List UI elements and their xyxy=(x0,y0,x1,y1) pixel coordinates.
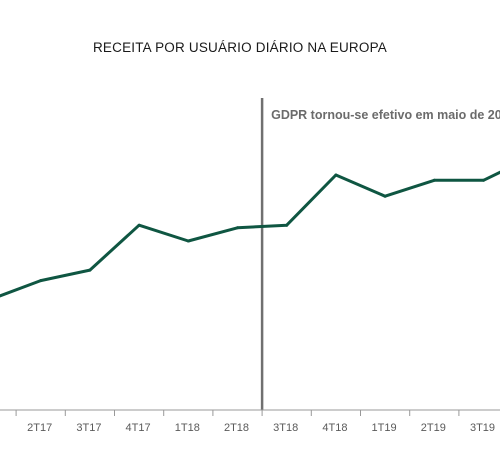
data-point-2T19 xyxy=(432,178,436,182)
chart-title: RECEITA POR USUÁRIO DIÁRIO NA EUROPA xyxy=(93,40,387,55)
data-point-4T17 xyxy=(137,223,141,227)
series-line xyxy=(0,170,500,298)
x-tick-label: 2T17 xyxy=(27,422,52,434)
gdpr-annotation: GDPR tornou-se efetivo em maio de 2018 xyxy=(271,108,500,122)
x-tick-label: 2T19 xyxy=(421,422,446,434)
data-point-2T17 xyxy=(39,279,43,283)
x-tick-label: 3T18 xyxy=(273,422,298,434)
x-tick-label: 3T17 xyxy=(76,422,101,434)
data-point-3T17 xyxy=(88,268,92,272)
x-tick-label: 3T19 xyxy=(470,422,495,434)
x-tick-label: 4T17 xyxy=(126,422,151,434)
data-point-1T18 xyxy=(186,239,190,243)
data-point-2T18 xyxy=(236,226,239,230)
data-point-4T18 xyxy=(334,173,338,177)
data-point-3T18 xyxy=(285,223,289,227)
x-tick-label: 2T18 xyxy=(224,422,249,434)
data-point-1T19 xyxy=(383,194,387,198)
data-point-3T19 xyxy=(482,178,485,182)
x-tick-label: 1T19 xyxy=(372,422,397,434)
x-tick-label: 1T18 xyxy=(175,422,200,434)
x-tick-labels: 72T173T174T171T182T183T184T181T192T193T1… xyxy=(15,410,495,434)
annotation-layer: GDPR tornou-se efetivo em maio de 2018 xyxy=(260,98,500,410)
series-layer xyxy=(0,170,500,298)
x-tick-label: 4T18 xyxy=(322,422,347,434)
